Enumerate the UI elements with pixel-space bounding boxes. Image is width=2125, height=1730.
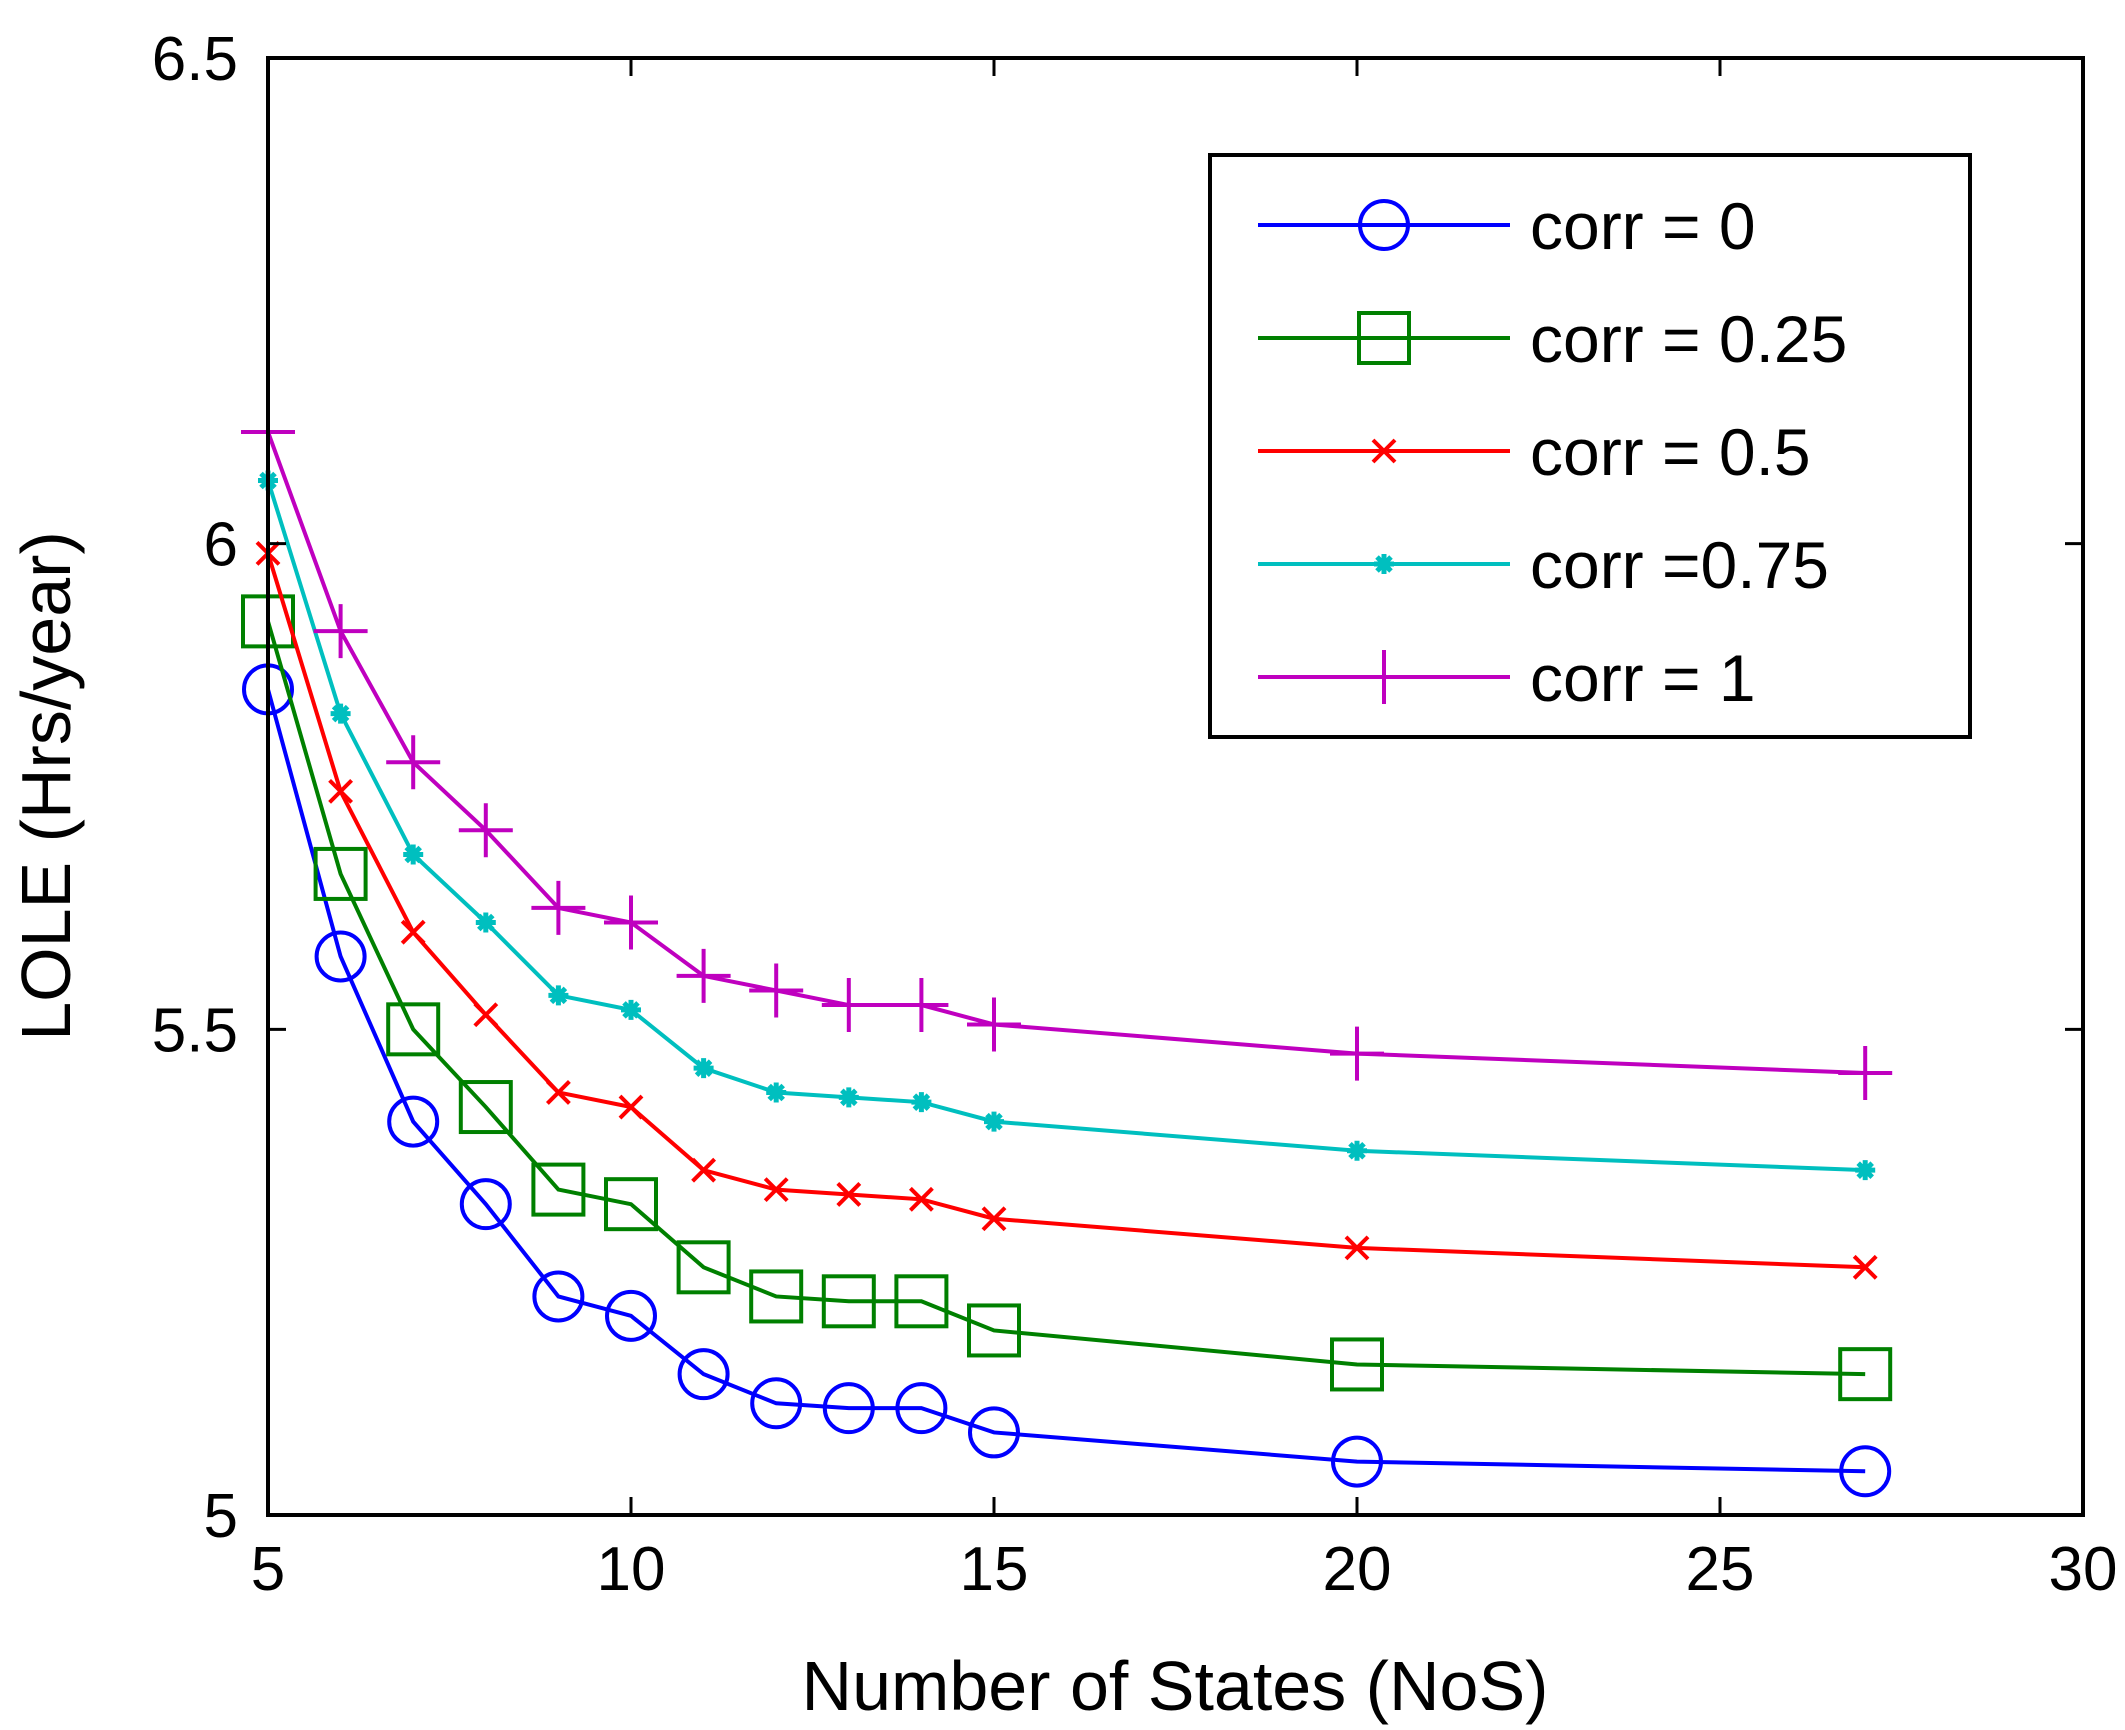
data-point-0-2 [387,1095,440,1148]
data-point-1-3 [458,1080,513,1135]
data-point-3-9 [911,1092,932,1113]
x-tick-label-1: 10 [597,1535,666,1604]
data-point-4-5 [604,895,658,950]
data-point-3-3 [475,912,496,933]
data-point-4-8 [821,978,876,1033]
data-point-0-12 [1839,1445,1892,1498]
legend-item-3: corr =0.75 [1258,528,1829,602]
data-point-1-4 [531,1162,586,1217]
legend-item-1: corr = 0.25 [1258,302,1847,376]
data-point-1-7 [749,1269,804,1324]
data-point-0-10 [968,1406,1020,1459]
series-layer [241,404,1893,1498]
data-point-4-1 [313,604,368,659]
data-point-2-7 [763,1177,789,1203]
legend-marker-0 [1358,199,1410,251]
data-point-4-9 [894,978,949,1033]
data-point-1-9 [894,1274,949,1329]
legend-item-0: corr = 0 [1258,189,1756,263]
y-tick-label-0: 5 [204,1482,238,1551]
plot-frame [266,56,2085,1517]
data-point-2-3 [473,1002,499,1028]
data-point-4-11 [1330,1026,1384,1081]
data-point-2-12 [1852,1254,1878,1280]
data-point-0-1 [314,930,367,983]
series-line-0 [266,688,1866,1474]
y-tick-label-1: 5.5 [152,996,238,1065]
data-point-1-2 [386,1002,441,1057]
data-point-0-5 [605,1289,657,1342]
data-point-0-9 [895,1382,948,1435]
data-point-3-7 [766,1082,787,1103]
data-point-0-6 [677,1348,730,1401]
y-tick-label-2: 6 [204,511,238,580]
data-point-0-11 [1331,1435,1383,1488]
data-point-3-11 [1347,1140,1367,1161]
data-point-1-11 [1330,1337,1384,1392]
data-point-1-6 [676,1240,731,1295]
data-point-0-4 [532,1270,585,1323]
legend-marker-2 [1371,438,1397,464]
x-tick-label-5: 30 [2049,1535,2118,1604]
data-point-3-5 [621,999,641,1020]
data-point-3-1 [330,703,351,724]
legend-item-2: corr = 0.5 [1258,415,1811,489]
data-point-2-1 [328,778,354,804]
legend-label-1: corr = 0.25 [1530,302,1847,376]
y-axis-label: LOLE (Hrs/year) [7,531,85,1041]
data-point-3-10 [984,1111,1004,1132]
data-point-1-12 [1838,1347,1893,1402]
data-point-2-5 [618,1094,644,1120]
ticks-layer: 5 10 15 20 25 30 5 5.5 6 6.5 [152,25,2118,1604]
data-point-2-4 [545,1080,571,1105]
x-tick-label-3: 20 [1323,1535,1392,1604]
data-point-4-2 [386,735,441,790]
data-point-0-3 [459,1178,512,1231]
data-point-2-11 [1344,1235,1370,1261]
series-1 [241,594,1893,1402]
data-point-1-10 [967,1303,1021,1358]
legend-item-4: corr = 1 [1258,641,1756,715]
x-axis-label: Number of States (NoS) [802,1647,1549,1725]
data-point-2-10 [981,1206,1007,1232]
data-point-4-6 [676,948,731,1003]
legend-label-3: corr =0.75 [1530,528,1829,602]
data-point-4-12 [1838,1046,1893,1101]
x-tick-label-2: 15 [960,1535,1029,1604]
data-point-2-8 [836,1182,862,1207]
data-point-4-3 [458,803,513,858]
legend: corr = 0 corr = 0.25 corr = 0.5 corr =0.75 c… [1208,153,1972,739]
data-point-1-1 [313,846,368,901]
series-2 [255,540,1878,1280]
series-line-1 [266,620,1866,1377]
data-point-2-2 [400,919,426,945]
legend-marker-4 [1357,650,1411,704]
data-point-0-7 [750,1377,803,1430]
legend-label-4: corr = 1 [1530,641,1756,715]
y-tick-label-3: 6.5 [152,25,238,94]
data-point-4-7 [749,963,804,1018]
data-point-4-10 [967,997,1021,1052]
data-point-3-12 [1855,1160,1876,1181]
data-point-4-4 [531,880,586,935]
legend-label-0: corr = 0 [1530,189,1756,263]
data-point-1-8 [821,1274,876,1329]
data-point-0-8 [822,1382,875,1435]
data-point-2-6 [691,1157,717,1183]
data-point-2-9 [908,1186,934,1212]
data-point-3-2 [403,844,424,865]
legend-marker-1 [1357,311,1411,365]
data-point-3-8 [838,1087,859,1108]
legend-box [1208,153,1972,739]
x-tick-label-4: 25 [1686,1535,1755,1604]
data-point-1-5 [604,1177,658,1232]
legend-marker-3 [1374,554,1394,574]
legend-label-2: corr = 0.5 [1530,415,1811,489]
x-tick-label-0: 5 [251,1535,285,1604]
data-point-3-4 [548,985,569,1006]
data-point-3-6 [693,1058,714,1079]
